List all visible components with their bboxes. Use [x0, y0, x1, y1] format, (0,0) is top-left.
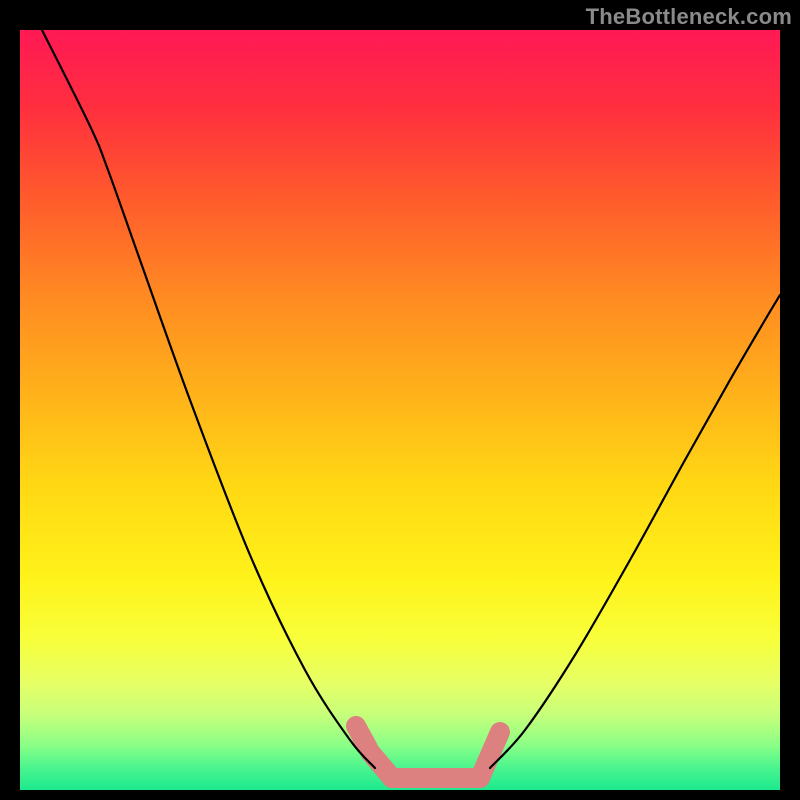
bottleneck-chart	[20, 30, 780, 790]
gradient-background	[20, 30, 780, 790]
plot-frame	[20, 30, 780, 790]
attribution-text: TheBottleneck.com	[586, 4, 792, 30]
